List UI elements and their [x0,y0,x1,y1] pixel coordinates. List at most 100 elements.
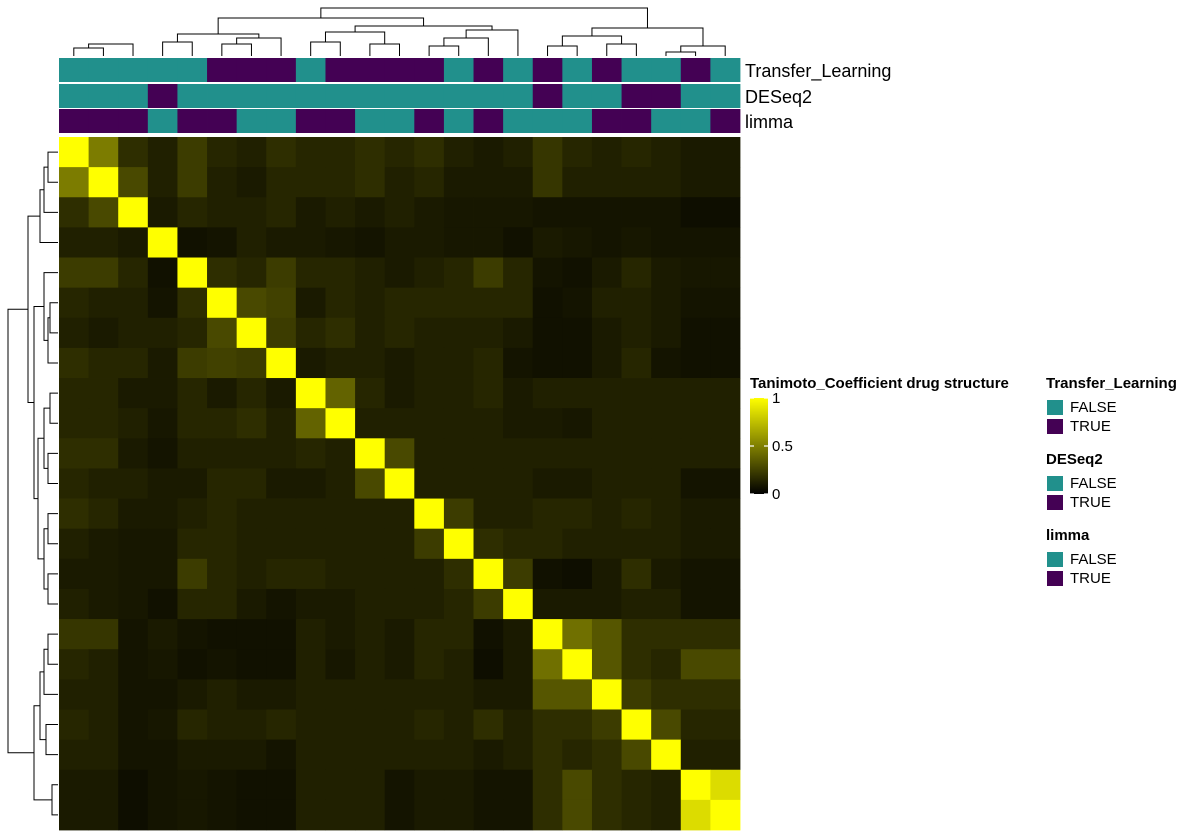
annotation-cell [562,58,592,82]
heatmap-cell [177,499,207,530]
legend-label: TRUE [1070,418,1111,435]
heatmap-cell [444,468,474,499]
heatmap-cell [237,167,267,198]
heatmap-cell [474,197,504,228]
heatmap-cell [89,438,119,469]
heatmap-cell [533,679,563,710]
heatmap-cell [177,137,207,168]
annotation-cell [503,109,533,133]
heatmap-cell [118,649,148,680]
heatmap-cell [444,709,474,740]
heatmap-cell [444,679,474,710]
heatmap-cell [474,468,504,499]
dendrogram-branch [44,649,58,694]
heatmap-cell [118,468,148,499]
annotation-cell [710,58,740,82]
heatmap-cell [414,619,444,650]
swatch-false [1046,551,1064,568]
heatmap-cell [89,137,119,168]
heatmap-cell [474,770,504,801]
heatmap-cell [237,649,267,680]
heatmap-cell [681,800,711,831]
annotation-cell [444,58,474,82]
heatmap-cell [681,468,711,499]
heatmap-cell [622,529,652,560]
swatch-true [1046,418,1064,435]
heatmap-cell [710,709,740,740]
heatmap-cell [59,679,89,710]
heatmap-cell [414,468,444,499]
heatmap-cell [651,197,681,228]
heatmap-cell [651,529,681,560]
annotation-cell [385,84,415,108]
heatmap-cell [710,348,740,379]
heatmap-cell [59,318,89,349]
legend-title: DESeq2 [1046,451,1177,468]
heatmap-cell [89,800,119,831]
heatmap-cell [710,167,740,198]
heatmap-cell [325,378,355,409]
heatmap-cell [710,499,740,530]
heatmap-cell [651,348,681,379]
annotation-cell [651,58,681,82]
heatmap-cell [533,529,563,560]
heatmap-cell [325,167,355,198]
heatmap-cell [592,197,622,228]
heatmap-cell [592,800,622,831]
heatmap-cell [474,709,504,740]
heatmap-cell [207,529,237,560]
heatmap-cell [118,197,148,228]
heatmap-cell [474,318,504,349]
legend-item-true: TRUE [1046,493,1177,512]
heatmap-cell [296,709,326,740]
dendrogram-branch [8,309,34,752]
heatmap-cell [59,589,89,620]
heatmap-cell [414,559,444,590]
heatmap-cell [118,137,148,168]
heatmap-cell [177,227,207,258]
heatmap-cell [148,378,178,409]
annotation-cell [177,58,207,82]
heatmap-cell [592,348,622,379]
heatmap-cell [414,499,444,530]
heatmap-cell [651,137,681,168]
heatmap-cell [592,258,622,289]
heatmap-cell [503,649,533,680]
heatmap-cell [296,167,326,198]
heatmap-cell [355,167,385,198]
heatmap-cell [681,318,711,349]
heatmap-cell [118,348,148,379]
dendrogram-branch [355,26,492,32]
heatmap-cell [562,529,592,560]
heatmap-cell [266,679,296,710]
heatmap-cell [385,649,415,680]
heatmap-cell [533,589,563,620]
heatmap-cell [89,649,119,680]
heatmap-cell [118,499,148,530]
heatmap-cell [207,559,237,590]
heatmap-cell [474,800,504,831]
heatmap-cell [651,408,681,439]
heatmap-cell [266,770,296,801]
annotation-cell [592,58,622,82]
heatmap-cell [89,348,119,379]
annotation-cell [414,109,444,133]
heatmap-cell [177,378,207,409]
heatmap-cell [355,468,385,499]
heatmap-cell [474,499,504,530]
annotation-cell [414,84,444,108]
heatmap-cell [474,378,504,409]
heatmap-cell [710,288,740,319]
heatmap-cell [207,589,237,620]
heatmap-cell [385,227,415,258]
heatmap-cell [444,438,474,469]
heatmap-cell [177,438,207,469]
heatmap-cell [562,740,592,771]
legend-group-transfer-learning: Transfer_Learning FALSE TRUE [1046,375,1177,436]
annotation-cell [148,84,178,108]
heatmap-cell [533,800,563,831]
heatmap-cell [474,438,504,469]
heatmap-cell [355,740,385,771]
heatmap-cell [148,649,178,680]
heatmap-cell [89,197,119,228]
